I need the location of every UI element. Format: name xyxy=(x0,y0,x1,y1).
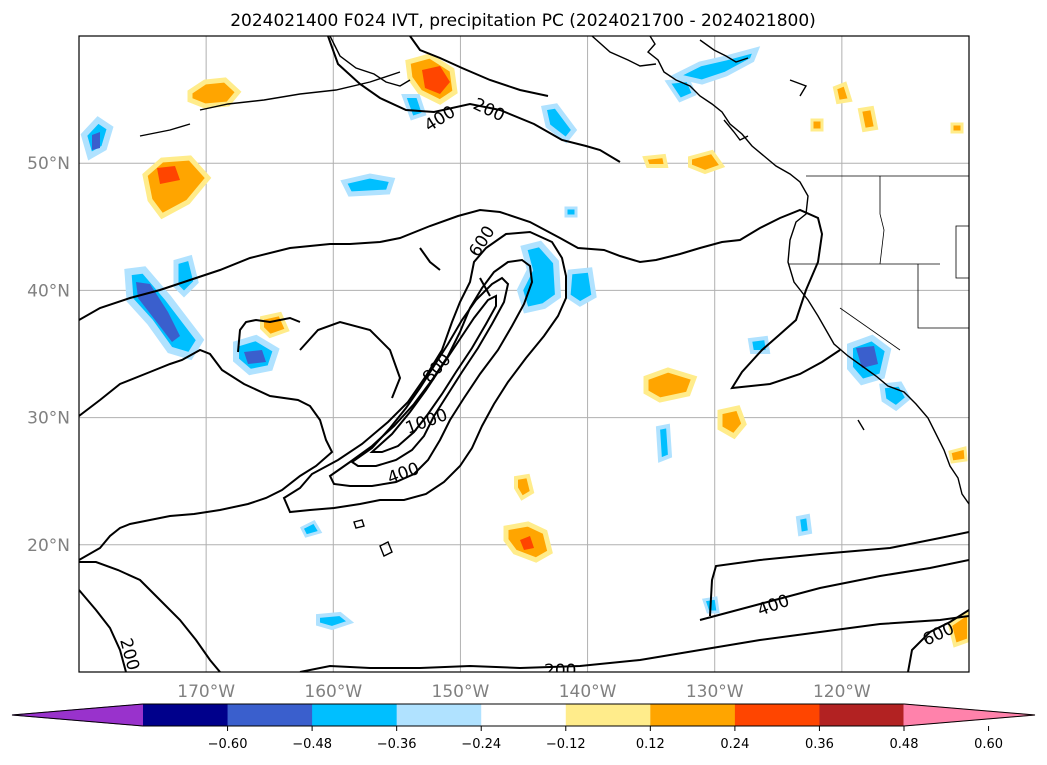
shade-patch-neg xyxy=(564,206,578,218)
shade-patch-pos xyxy=(810,118,824,132)
shade-patch-pos xyxy=(950,122,964,134)
shade-patch-pos xyxy=(187,77,242,109)
coastlines xyxy=(139,36,969,557)
shade-patch-pos xyxy=(688,149,726,175)
shade-patch-pos xyxy=(642,153,669,168)
shade-core-pos xyxy=(422,66,450,94)
lon-tick-label: 150°W xyxy=(432,682,490,702)
colorbar-tick-label: −0.36 xyxy=(377,737,417,752)
shade-core-neg xyxy=(856,346,878,368)
colorbar-outline xyxy=(11,703,1036,727)
lon-tick-label: 160°W xyxy=(304,682,362,702)
colorbar-tick-label: −0.60 xyxy=(208,737,248,752)
contour-label: 200 xyxy=(544,661,576,681)
colorbar-segment xyxy=(734,704,820,726)
shade-patch-neg xyxy=(795,513,813,537)
state-borders xyxy=(788,175,969,351)
colorbar-tick-label: 0.24 xyxy=(720,737,749,752)
precipitation-shading xyxy=(80,46,969,648)
colorbar-segment xyxy=(143,704,229,726)
latitude-labels: 50°N 40°N 30°N 20°N xyxy=(27,154,70,556)
colorbar-tick-label: −0.12 xyxy=(546,737,586,752)
shade-patch-pos xyxy=(260,311,290,339)
colorbar-segment xyxy=(650,704,736,726)
lat-tick-label: 40°N xyxy=(27,281,70,301)
shade-patch-neg xyxy=(747,335,771,354)
lat-tick-label: 20°N xyxy=(27,536,70,556)
map-frame xyxy=(78,35,970,673)
shade-core-neg xyxy=(136,282,180,342)
shade-patch-neg xyxy=(565,267,597,307)
map-background xyxy=(79,36,969,672)
shade-patch-neg xyxy=(299,520,323,538)
colorbar-extend-high xyxy=(903,703,1036,727)
colorbar-tick-label: 0.36 xyxy=(805,737,834,752)
longitude-labels: 170°W 160°W 150°W 140°W 130°W 120°W xyxy=(177,682,871,702)
shade-patch-pos xyxy=(832,81,853,105)
shade-patch-neg xyxy=(668,46,761,85)
lat-tick-label: 30°N xyxy=(27,409,70,429)
colorbar-segment xyxy=(819,704,905,726)
colorbar-tick-label: −0.48 xyxy=(292,737,332,752)
shade-patch-pos xyxy=(857,105,879,133)
colorbar-ticks: −0.60 −0.48 −0.36 −0.24 −0.12 0.12 0.24 0.36 0.4… xyxy=(208,726,1003,752)
shade-patch-pos xyxy=(643,367,698,403)
ivt-contours xyxy=(79,36,969,672)
colorbar-segment xyxy=(227,704,313,726)
lon-tick-label: 140°W xyxy=(559,682,617,702)
shade-patch-pos xyxy=(717,405,747,440)
shade-patch-neg xyxy=(516,240,562,314)
colorbar-segment xyxy=(565,704,651,726)
shade-patch-neg xyxy=(340,173,396,197)
shade-patch-pos xyxy=(948,446,968,464)
colorbar-tick-label: 0.48 xyxy=(890,737,919,752)
shade-core-neg xyxy=(92,132,100,150)
chart-title: 2024021400 F024 IVT, precipitation PC (2… xyxy=(230,11,816,31)
lat-tick-label: 50°N xyxy=(27,154,70,174)
colorbar-tick-label: 0.60 xyxy=(974,737,1003,752)
shade-patch-neg xyxy=(173,254,199,298)
colorbar-segment xyxy=(396,704,482,726)
colorbar xyxy=(11,703,1036,727)
shade-core-pos xyxy=(520,536,534,550)
shade-patch-neg xyxy=(879,381,912,412)
lon-tick-label: 130°W xyxy=(686,682,744,702)
shade-patch-neg xyxy=(316,611,355,631)
shade-core-pos xyxy=(157,166,180,184)
colorbar-segment xyxy=(481,704,567,726)
shade-patch-neg xyxy=(540,103,578,144)
colorbar-tick-label: 0.12 xyxy=(636,737,665,752)
lon-tick-label: 120°W xyxy=(813,682,871,702)
colorbar-extend-low xyxy=(11,703,144,727)
shade-core-neg xyxy=(244,350,266,364)
colorbar-segment xyxy=(312,704,398,726)
shade-patch-pos xyxy=(514,473,535,501)
colorbar-tick-label: −0.24 xyxy=(461,737,501,752)
shade-patch-neg xyxy=(655,423,673,463)
lon-tick-label: 170°W xyxy=(177,682,235,702)
